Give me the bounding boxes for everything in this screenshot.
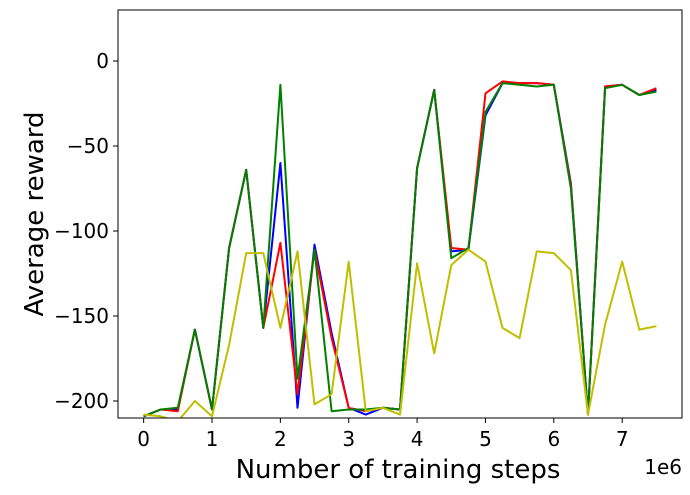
y-tick-label: 0	[96, 49, 109, 73]
y-tick-label: −200	[54, 389, 109, 413]
x-tick-label: 1	[206, 427, 219, 451]
x-axis-label: Number of training steps	[236, 455, 561, 485]
x-tick-label: 5	[479, 427, 492, 451]
x-tick-label: 2	[274, 427, 287, 451]
series-lines	[143, 80, 657, 418]
x-tick-label: 3	[342, 427, 355, 451]
series-line-4	[143, 248, 657, 418]
series-line-3	[143, 82, 657, 418]
x-tick-label: 6	[547, 427, 560, 451]
y-tick-label: −150	[54, 304, 109, 328]
series-line-1	[143, 82, 657, 418]
y-axis-label: Average reward	[20, 111, 50, 316]
x-axis-offset-label: 1e6	[644, 455, 682, 479]
y-tick-label: −50	[67, 134, 109, 158]
x-tick-label: 7	[616, 427, 629, 451]
plot-frame	[117, 9, 683, 419]
y-axis: 0 −50 −100 −150 −200	[54, 49, 118, 413]
series-line-2	[143, 80, 657, 418]
x-tick-label: 4	[411, 427, 424, 451]
y-tick-label: −100	[54, 219, 109, 243]
x-axis: 0 1 2 3 4 5 6 7	[137, 418, 629, 451]
x-tick-label: 0	[137, 427, 150, 451]
